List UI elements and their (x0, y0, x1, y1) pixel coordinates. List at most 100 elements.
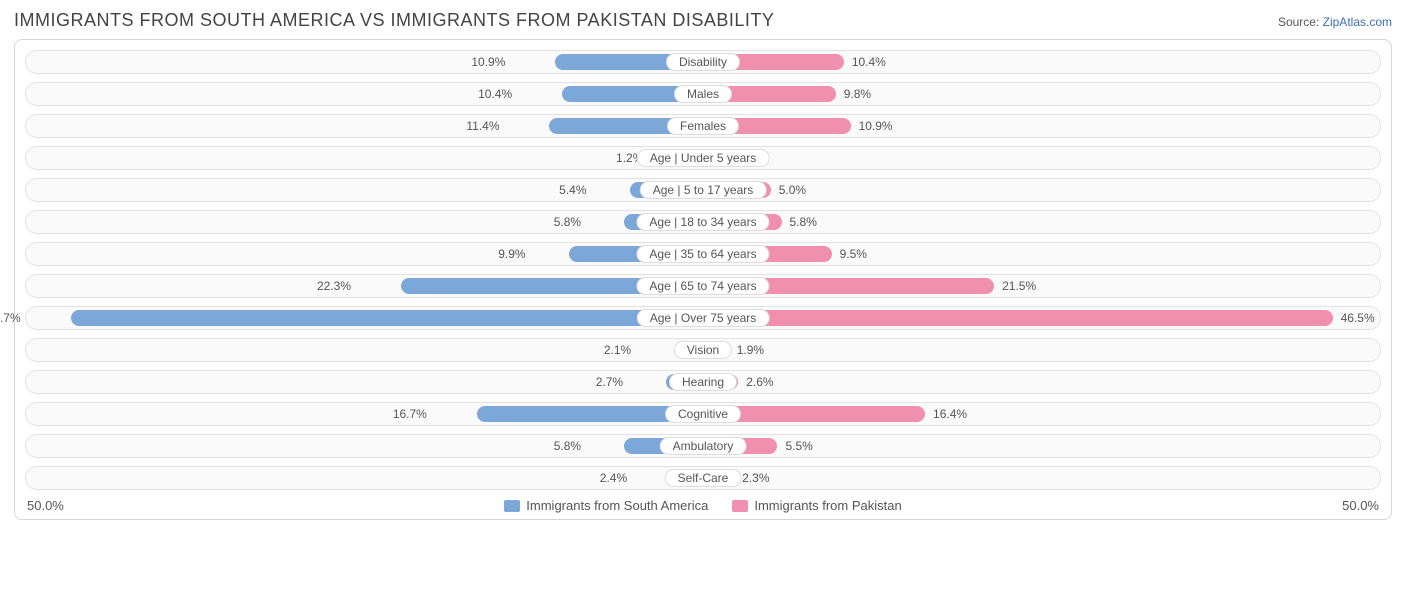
row-right-half: 1.9% (703, 339, 1380, 361)
value-right: 10.4% (844, 51, 886, 73)
category-label: Age | 65 to 74 years (636, 277, 769, 295)
source-attribution: Source: ZipAtlas.com (1278, 15, 1392, 29)
category-label: Age | 5 to 17 years (640, 181, 767, 199)
row-right-half: 10.4% (703, 51, 1380, 73)
category-label: Males (674, 85, 732, 103)
chart-row: 11.4% 10.9% Females (25, 114, 1381, 138)
chart-row: 22.3% 21.5% Age | 65 to 74 years (25, 274, 1381, 298)
row-right-half: 2.3% (703, 467, 1380, 489)
value-right: 16.4% (925, 403, 967, 425)
chart-row: 5.8% 5.5% Ambulatory (25, 434, 1381, 458)
value-right: 2.6% (738, 371, 773, 393)
category-label: Self-Care (665, 469, 742, 487)
value-left: 46.7% (0, 307, 29, 329)
row-left-half: 5.8% (26, 211, 703, 233)
axis-left-label: 50.0% (27, 498, 64, 513)
row-left-half: 5.8% (26, 435, 703, 457)
chart-row: 2.4% 2.3%Self-Care (25, 466, 1381, 490)
value-right: 9.8% (836, 83, 871, 105)
legend: Immigrants from South America Immigrants… (64, 498, 1342, 513)
chart-row: 16.7% 16.4% Cognitive (25, 402, 1381, 426)
chart-row: 1.2%1.1%Age | Under 5 years (25, 146, 1381, 170)
category-label: Age | 18 to 34 years (636, 213, 769, 231)
chart-row: 2.7% 2.6%Hearing (25, 370, 1381, 394)
bar-left (71, 310, 703, 326)
bar-right (703, 310, 1333, 326)
chart-row: 46.7% 46.5% Age | Over 75 years (25, 306, 1381, 330)
row-left-half: 46.7% (26, 307, 703, 329)
chart-row: 10.9% 10.4% Disability (25, 50, 1381, 74)
value-left: 22.3% (317, 275, 359, 297)
axis-right-label: 50.0% (1342, 498, 1379, 513)
row-left-half: 2.4% (26, 467, 703, 489)
row-left-half: 2.1% (26, 339, 703, 361)
value-left: 16.7% (393, 403, 435, 425)
row-left-half: 2.7% (26, 371, 703, 393)
row-left-half: 10.9% (26, 51, 703, 73)
category-label: Ambulatory (660, 437, 747, 455)
row-right-half: 5.5% (703, 435, 1380, 457)
value-left: 5.4% (559, 179, 594, 201)
row-left-half: 5.4% (26, 179, 703, 201)
row-right-half: 16.4% (703, 403, 1380, 425)
value-right: 5.8% (782, 211, 817, 233)
row-left-half: 1.2% (26, 147, 703, 169)
row-left-half: 9.9% (26, 243, 703, 265)
category-label: Vision (674, 341, 732, 359)
value-left: 5.8% (554, 211, 589, 233)
row-left-half: 10.4% (26, 83, 703, 105)
chart-rows: 10.9%10.4%Disability10.4%9.8%Males11.4%1… (25, 50, 1381, 490)
category-label: Cognitive (665, 405, 741, 423)
row-left-half: 16.7% (26, 403, 703, 425)
value-left: 2.1% (604, 339, 639, 361)
row-left-half: 22.3% (26, 275, 703, 297)
category-label: Females (667, 117, 739, 135)
legend-item-right: Immigrants from Pakistan (732, 498, 901, 513)
row-right-half: 9.8% (703, 83, 1380, 105)
row-right-half: 5.8% (703, 211, 1380, 233)
row-right-half: 9.5% (703, 243, 1380, 265)
chart-row: 9.9% 9.5% Age | 35 to 64 years (25, 242, 1381, 266)
row-left-half: 11.4% (26, 115, 703, 137)
header: IMMIGRANTS FROM SOUTH AMERICA VS IMMIGRA… (14, 10, 1392, 31)
category-label: Age | Under 5 years (637, 149, 770, 167)
value-left: 11.4% (466, 115, 507, 137)
row-right-half: 1.1% (703, 147, 1380, 169)
value-left: 9.9% (498, 243, 533, 265)
category-label: Age | 35 to 64 years (636, 245, 769, 263)
chart-row: 5.4% 5.0%Age | 5 to 17 years (25, 178, 1381, 202)
value-right: 5.5% (777, 435, 812, 457)
value-right: 9.5% (832, 243, 867, 265)
chart-row: 5.8% 5.8% Age | 18 to 34 years (25, 210, 1381, 234)
legend-label-left: Immigrants from South America (526, 498, 708, 513)
chart-footer: 50.0% Immigrants from South America Immi… (25, 498, 1381, 513)
chart-row: 10.4% 9.8% Males (25, 82, 1381, 106)
legend-label-right: Immigrants from Pakistan (754, 498, 901, 513)
row-right-half: 46.5% (703, 307, 1380, 329)
value-left: 10.4% (478, 83, 520, 105)
category-label: Disability (666, 53, 740, 71)
category-label: Age | Over 75 years (637, 309, 770, 327)
legend-swatch-right (732, 500, 748, 512)
value-right: 5.0% (771, 179, 806, 201)
value-left: 2.7% (596, 371, 631, 393)
chart-container: 10.9%10.4%Disability10.4%9.8%Males11.4%1… (14, 39, 1392, 520)
legend-item-left: Immigrants from South America (504, 498, 708, 513)
legend-swatch-left (504, 500, 520, 512)
value-right: 46.5% (1333, 307, 1375, 329)
row-right-half: 10.9% (703, 115, 1380, 137)
category-label: Hearing (669, 373, 737, 391)
value-left: 2.4% (600, 467, 635, 489)
value-left: 5.8% (554, 435, 589, 457)
source-link[interactable]: ZipAtlas.com (1323, 15, 1392, 29)
row-right-half: 2.6% (703, 371, 1380, 393)
value-right: 10.9% (851, 115, 893, 137)
row-right-half: 21.5% (703, 275, 1380, 297)
chart-title: IMMIGRANTS FROM SOUTH AMERICA VS IMMIGRA… (14, 10, 774, 31)
source-prefix: Source: (1278, 15, 1323, 29)
row-right-half: 5.0% (703, 179, 1380, 201)
value-right: 1.9% (729, 339, 764, 361)
value-right: 21.5% (994, 275, 1036, 297)
chart-row: 2.1% 1.9%Vision (25, 338, 1381, 362)
value-left: 10.9% (471, 51, 513, 73)
